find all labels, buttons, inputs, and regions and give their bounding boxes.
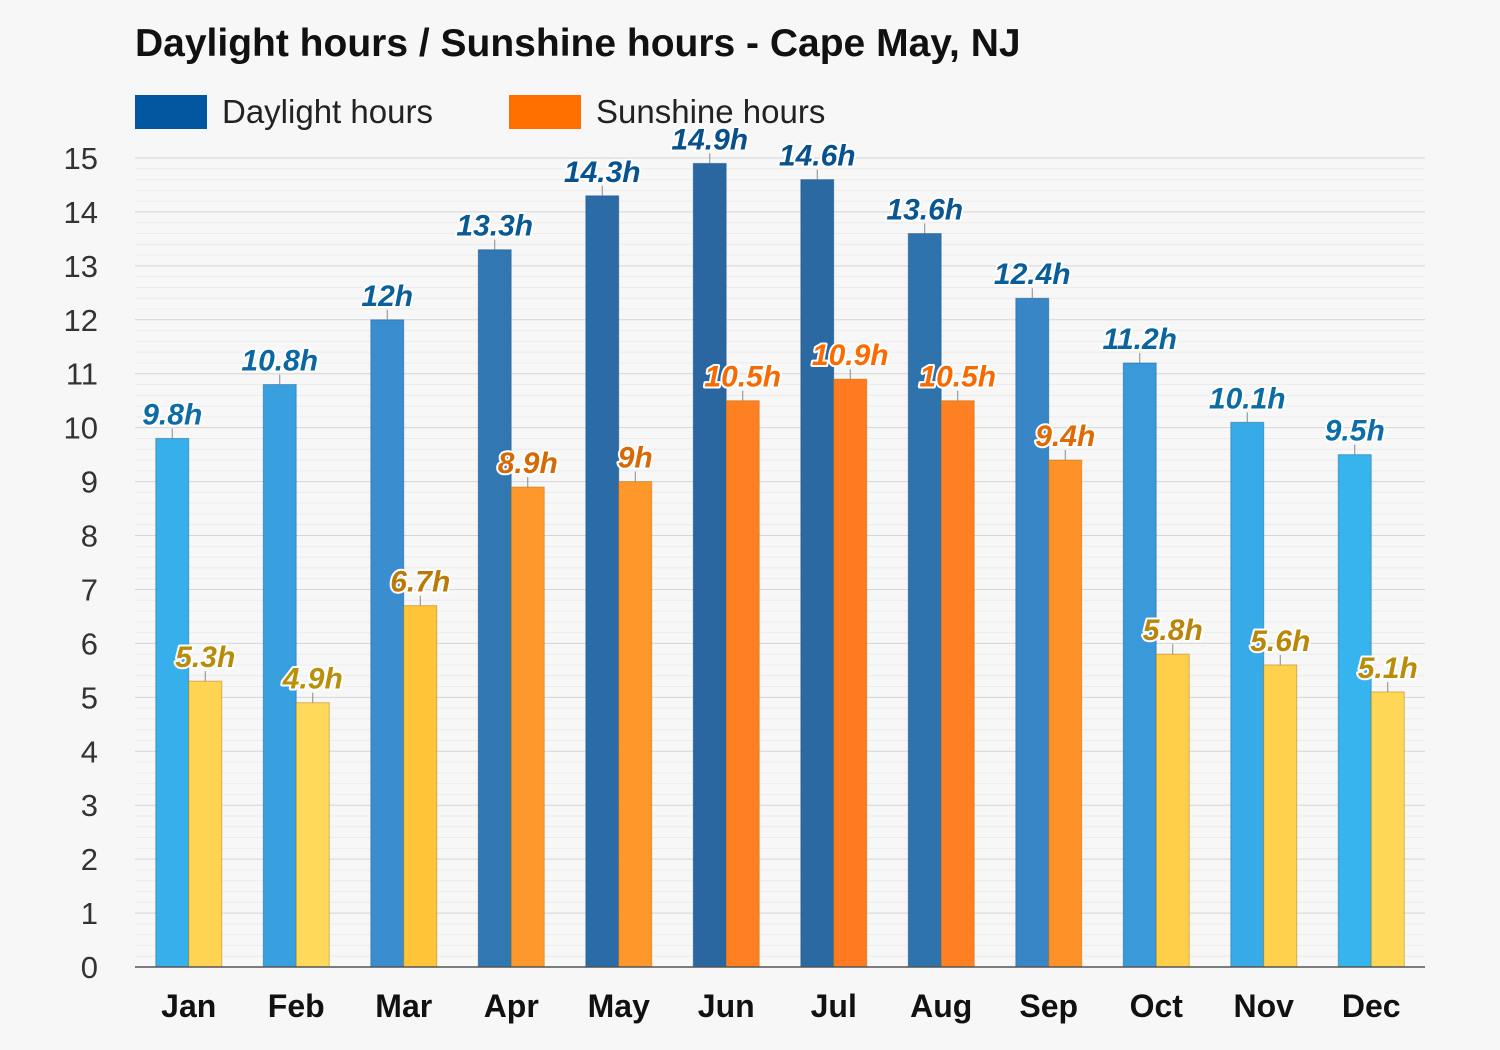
x-tick-label: Jul <box>811 988 857 1024</box>
y-tick-label: 15 <box>64 141 98 176</box>
bar-daylight-dec[interactable] <box>1337 454 1372 968</box>
legend-swatch-daylight <box>135 95 207 129</box>
y-tick-label: 12 <box>64 303 98 338</box>
data-label-daylight: 11.2h <box>1103 323 1178 356</box>
y-tick-label: 3 <box>81 788 98 823</box>
data-label-daylight: 14.9h <box>671 123 748 156</box>
bar-sunshine-oct[interactable] <box>1155 653 1190 968</box>
y-tick-label: 2 <box>81 842 98 877</box>
bar-sunshine-nov[interactable] <box>1263 664 1298 968</box>
bar-sunshine-dec[interactable] <box>1370 691 1405 968</box>
bar-sunshine-mar[interactable] <box>403 605 438 968</box>
data-label-daylight: 10.1h <box>1209 382 1286 415</box>
y-tick-label: 4 <box>81 734 98 769</box>
y-tick-label: 11 <box>66 357 98 392</box>
bar-daylight-jun[interactable] <box>692 162 727 968</box>
data-label-daylight: 13.3h <box>456 210 533 243</box>
data-label-sunshine: 9.4h <box>1035 420 1095 453</box>
y-tick-label: 6 <box>81 626 98 661</box>
x-tick-label: Dec <box>1342 988 1401 1024</box>
legend-label-sunshine: Sunshine hours <box>596 93 826 130</box>
bar-sunshine-jan[interactable] <box>188 680 223 968</box>
data-label-sunshine: 10.5h <box>919 361 996 394</box>
bar-daylight-aug[interactable] <box>907 233 942 968</box>
bar-daylight-apr[interactable] <box>477 249 512 968</box>
data-label-daylight: 9.8h <box>142 398 202 431</box>
data-label-sunshine: 6.7h <box>390 566 450 599</box>
data-label-sunshine: 8.9h <box>498 447 558 480</box>
bar-sunshine-apr[interactable] <box>510 486 545 968</box>
y-tick-label: 9 <box>81 465 98 500</box>
data-label-sunshine: 5.3h <box>175 641 235 674</box>
bar-sunshine-jul[interactable] <box>833 378 868 968</box>
data-label-sunshine: 5.6h <box>1250 625 1310 658</box>
data-label-sunshine: 4.9h <box>282 663 343 696</box>
x-tick-label: Aug <box>910 988 972 1024</box>
x-tick-label: May <box>588 988 650 1024</box>
bar-daylight-sep[interactable] <box>1015 297 1050 968</box>
data-label-daylight: 12.4h <box>994 258 1071 291</box>
data-label-daylight: 14.3h <box>564 156 641 189</box>
chart-title: Daylight hours / Sunshine hours - Cape M… <box>135 22 1021 65</box>
data-label-sunshine: 9h <box>618 442 653 475</box>
y-tick-label: 10 <box>64 411 98 446</box>
bar-daylight-nov[interactable] <box>1230 421 1265 968</box>
bar-daylight-feb[interactable] <box>262 384 297 968</box>
bar-sunshine-may[interactable] <box>618 481 653 968</box>
data-label-daylight: 14.6h <box>779 140 856 173</box>
y-tick-label: 13 <box>64 249 98 284</box>
bar-daylight-jan[interactable] <box>155 437 190 968</box>
legend-item-daylight[interactable]: Daylight hours <box>135 93 475 131</box>
y-tick-label: 0 <box>81 950 98 985</box>
data-label-daylight: 10.8h <box>241 345 318 378</box>
data-label-sunshine: 5.8h <box>1143 614 1203 647</box>
bar-sunshine-feb[interactable] <box>295 702 330 968</box>
data-label-sunshine: 5.1h <box>1358 652 1418 685</box>
legend-swatch-sunshine <box>509 95 581 129</box>
x-tick-label: Sep <box>1019 988 1078 1024</box>
x-tick-label: Jun <box>698 988 755 1024</box>
x-tick-label: Oct <box>1130 988 1184 1024</box>
bar-sunshine-sep[interactable] <box>1048 459 1083 968</box>
bar-sunshine-aug[interactable] <box>940 400 975 968</box>
x-tick-label: Apr <box>484 988 539 1024</box>
bar-sunshine-jun[interactable] <box>725 400 760 968</box>
data-label-daylight: 12h <box>361 280 413 313</box>
x-tick-label: Jan <box>161 988 216 1024</box>
y-tick-label: 5 <box>81 680 98 715</box>
data-label-sunshine: 10.5h <box>704 361 781 394</box>
data-label-daylight: 9.5h <box>1325 415 1385 448</box>
x-tick-label: Mar <box>375 988 432 1024</box>
data-label-daylight: 13.6h <box>886 194 963 227</box>
x-tick-label: Feb <box>268 988 325 1024</box>
bar-daylight-oct[interactable] <box>1122 362 1157 968</box>
y-tick-label: 14 <box>64 195 98 230</box>
y-tick-label: 7 <box>81 572 98 607</box>
legend-label-daylight: Daylight hours <box>222 93 433 130</box>
bar-daylight-mar[interactable] <box>370 319 405 968</box>
y-tick-label: 1 <box>81 896 98 931</box>
legend-item-sunshine[interactable]: Sunshine hours <box>509 93 869 131</box>
data-label-sunshine: 10.9h <box>812 339 889 372</box>
x-tick-label: Nov <box>1234 988 1295 1024</box>
bar-daylight-may[interactable] <box>585 195 620 968</box>
bar-daylight-jul[interactable] <box>800 179 835 968</box>
y-tick-label: 8 <box>81 519 98 554</box>
